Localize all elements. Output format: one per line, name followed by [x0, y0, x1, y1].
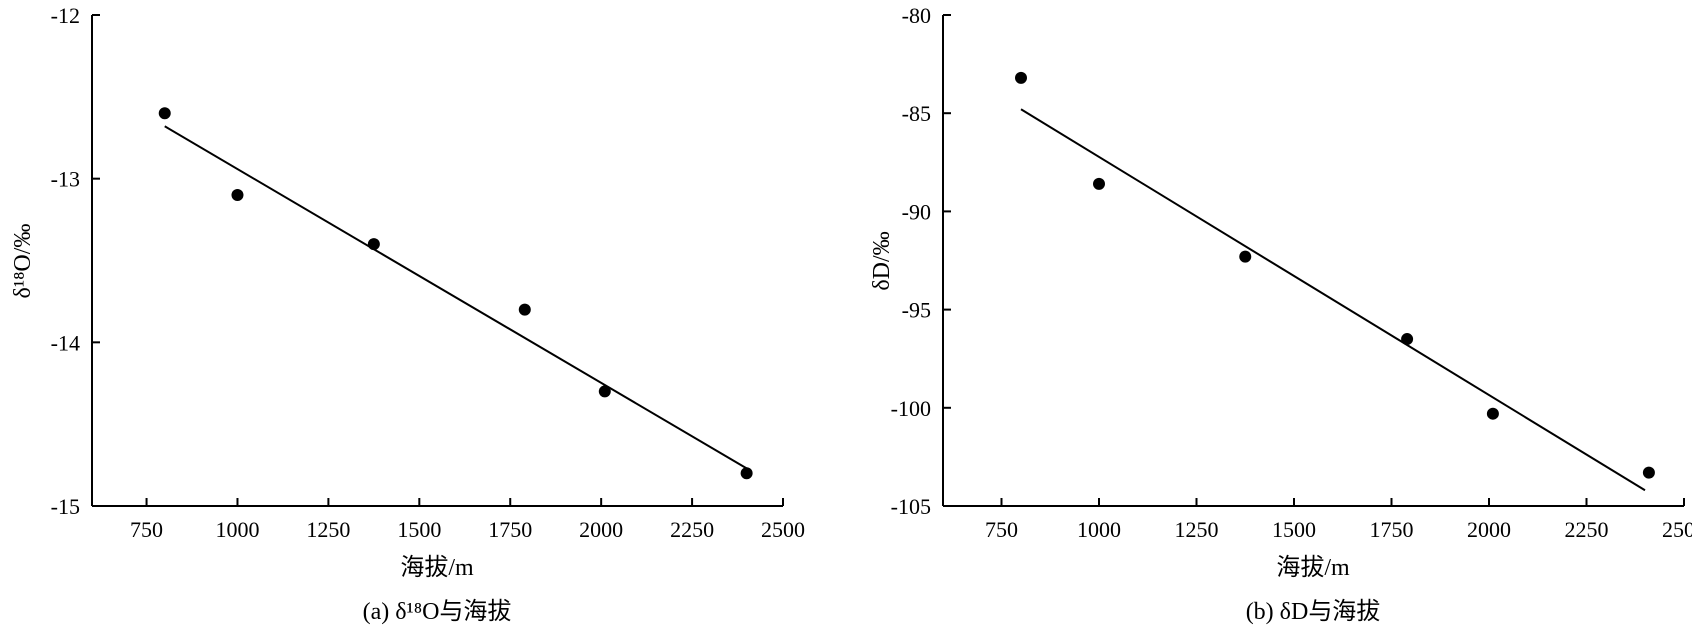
regression-line	[164, 125, 748, 470]
y-axis-label-a: δ¹⁸O/‰	[10, 224, 36, 299]
y-tick-label: -95	[902, 298, 931, 323]
x-tick-label: 2000	[1467, 517, 1511, 542]
data-point	[1093, 177, 1105, 190]
y-tick-label: -13	[51, 167, 80, 192]
x-tick-label: 1000	[1077, 517, 1121, 542]
x-tick-label: 1500	[397, 517, 441, 542]
regression-line	[1020, 108, 1646, 492]
x-tick-label: 750	[130, 517, 163, 542]
data-point	[1015, 71, 1027, 84]
x-tick-label: 1250	[306, 517, 350, 542]
y-tick-label: -85	[902, 101, 931, 126]
fit-line-a	[164, 125, 748, 470]
caption-a: (a) δ¹⁸O与海拔	[363, 598, 512, 625]
data-point	[740, 467, 753, 480]
x-tick-label: 1500	[1272, 517, 1316, 542]
y-tick-label: -105	[891, 494, 931, 519]
data-point	[1486, 407, 1499, 420]
x-ticks-a: 750 1000 1250 1500 1750 2000 2250 2500	[130, 498, 805, 542]
fit-line-b	[1020, 108, 1646, 492]
y-ticks-a: -12 -13 -14 -15	[51, 3, 100, 519]
x-tick-label: 2250	[670, 517, 714, 542]
x-ticks-b: 750 1000 1250 1500 1750 2000 2250 2500	[985, 498, 1692, 542]
x-tick-label: 1000	[215, 517, 259, 542]
caption-b: (b) δD与海拔	[1246, 598, 1381, 625]
chart-panel-a: -12 -13 -14 -15 750 1000 1250 1500 1750 2000 2250…	[10, 3, 805, 625]
data-point	[1239, 250, 1252, 263]
chart-panel-b: -80 -85 -90 -95 -100 -105 750 1000 1250 1500 1750…	[869, 3, 1692, 625]
data-points-a	[158, 107, 753, 480]
x-tick-label: 2500	[1662, 517, 1692, 542]
data-point	[598, 385, 611, 398]
data-point	[158, 107, 171, 120]
x-axis-label-b: 海拔/m	[1276, 554, 1350, 581]
y-tick-label: -15	[51, 494, 80, 519]
x-tick-label: 1250	[1175, 517, 1219, 542]
x-tick-label: 2250	[1565, 517, 1609, 542]
y-tick-label: -100	[891, 396, 931, 421]
x-tick-label: 750	[985, 517, 1018, 542]
data-point	[1401, 333, 1414, 346]
y-tick-label: -90	[902, 199, 931, 224]
data-point	[231, 189, 244, 202]
x-tick-label: 1750	[488, 517, 532, 542]
x-axis-label-a: 海拔/m	[400, 554, 474, 581]
x-tick-label: 2000	[579, 517, 623, 542]
y-tick-label: -12	[51, 3, 80, 28]
y-axis-label-b: δD/‰	[869, 231, 895, 290]
data-point	[367, 238, 380, 251]
x-tick-label: 1750	[1370, 517, 1414, 542]
data-point	[1642, 466, 1655, 479]
y-tick-label: -14	[51, 330, 80, 355]
y-ticks-b: -80 -85 -90 -95 -100 -105	[891, 3, 951, 519]
x-tick-label: 2500	[761, 517, 805, 542]
data-point	[518, 303, 531, 316]
y-tick-label: -80	[902, 3, 931, 28]
data-points-b	[1015, 71, 1655, 479]
